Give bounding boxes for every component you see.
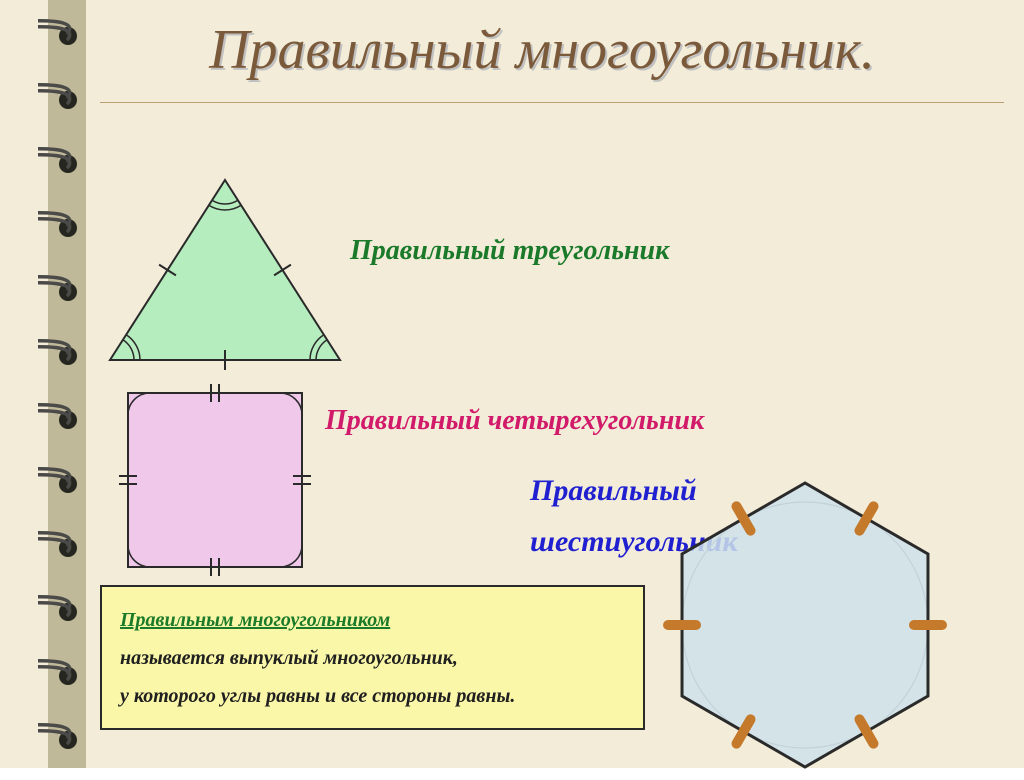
square-shape: [110, 375, 320, 585]
slide-title: Правильный многоугольник.: [100, 20, 984, 82]
triangle-label: Правильный треугольник: [350, 235, 669, 267]
hexagon-shape: [630, 470, 980, 780]
definition-box: Правильным многоугольником называется вы…: [100, 585, 645, 730]
definition-title: Правильным многоугольником: [120, 609, 390, 631]
triangle-shape: [100, 170, 350, 370]
title-text: Правильный многоугольник.: [209, 19, 875, 81]
title-underline: [100, 102, 1004, 103]
definition-line2: называется выпуклый многоугольник,: [120, 647, 458, 669]
triangle-label-text: Правильный треугольник: [350, 235, 669, 266]
slide: Правильный многоугольник. Правильный тре…: [0, 0, 1024, 768]
definition-line3: у которого углы равны и все стороны равн…: [120, 685, 515, 707]
square-label-text: Правильный четырехугольник: [325, 405, 704, 436]
square-label: Правильный четырехугольник: [325, 405, 704, 437]
spiral-binding: [38, 0, 88, 768]
